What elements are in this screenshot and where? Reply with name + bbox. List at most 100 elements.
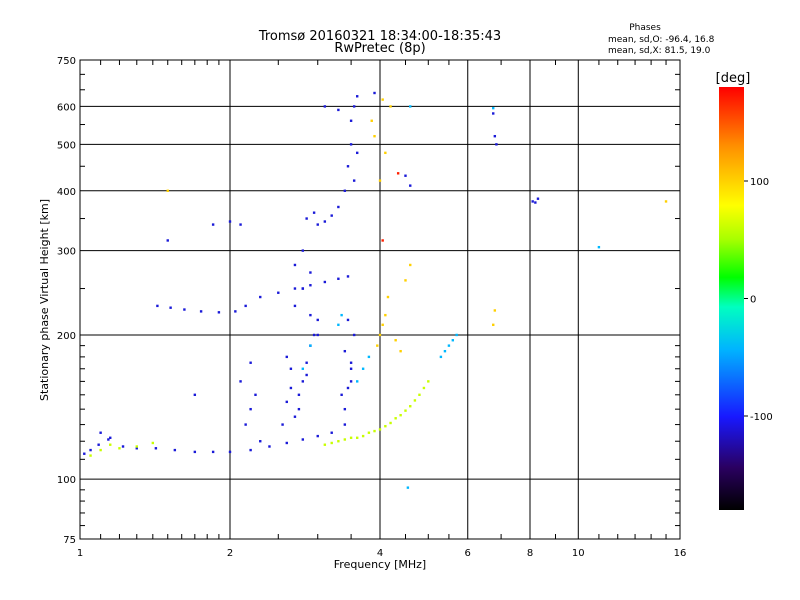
data-point [183, 308, 186, 311]
data-point [396, 172, 400, 175]
data-point [337, 205, 340, 209]
data-point [97, 443, 100, 446]
data-point [316, 318, 319, 322]
data-point [109, 436, 112, 439]
data-point [343, 438, 347, 441]
data-point [323, 105, 327, 108]
data-point [107, 438, 110, 441]
data-point [193, 393, 197, 397]
data-point [285, 400, 288, 404]
data-point [316, 333, 319, 337]
data-point [330, 431, 333, 434]
data-point [211, 450, 215, 454]
data-point [409, 105, 412, 108]
data-point [249, 361, 252, 364]
colorbar-label: [deg] [716, 71, 751, 86]
data-points [83, 91, 668, 489]
data-point [309, 284, 312, 287]
data-point [239, 223, 242, 226]
data-point [316, 434, 319, 438]
data-point [404, 409, 407, 412]
data-point [664, 200, 668, 203]
data-point [381, 323, 384, 327]
stats-heading: Phases [629, 23, 661, 33]
data-point [394, 417, 397, 420]
data-point [384, 313, 387, 317]
data-point [156, 304, 159, 308]
data-point [597, 245, 601, 249]
data-point [361, 367, 365, 370]
data-point [166, 239, 169, 242]
data-point [281, 423, 284, 426]
data-point [406, 486, 410, 489]
data-point [346, 275, 350, 278]
data-point [228, 450, 232, 454]
data-point [349, 361, 353, 364]
y-axis-label: Stationary phase Virtual Height [km] [38, 199, 51, 401]
data-point [234, 310, 237, 313]
data-point [443, 349, 447, 353]
data-point [404, 279, 407, 282]
data-point [217, 311, 221, 314]
minor-ticks [80, 60, 680, 539]
data-point [378, 428, 382, 431]
data-point [492, 323, 495, 327]
grid-lines [80, 60, 680, 539]
data-point [337, 108, 340, 112]
colorbar-ticks: 100 0 -100 [744, 177, 773, 423]
data-point [121, 445, 125, 448]
data-point [409, 184, 412, 187]
data-point [340, 393, 343, 397]
y-tick-label: 200 [57, 331, 76, 342]
data-point [367, 431, 371, 434]
data-point [376, 344, 379, 347]
colorbar-tick-label: -100 [750, 412, 773, 423]
data-point [346, 386, 350, 390]
data-point [343, 407, 347, 411]
data-point [381, 239, 384, 242]
data-point [297, 393, 301, 397]
data-point [297, 407, 301, 411]
data-point [399, 413, 402, 417]
data-point [323, 220, 327, 223]
data-point [312, 211, 316, 214]
colorbar-tick-label: 0 [750, 295, 756, 306]
data-point [343, 349, 347, 353]
data-point [293, 287, 297, 290]
x-tick-label: 4 [377, 548, 383, 559]
data-point [337, 440, 340, 443]
colorbar-tick-label: 100 [750, 177, 769, 188]
data-point [166, 189, 169, 192]
data-point [99, 448, 102, 452]
data-point [193, 450, 197, 454]
data-point [228, 220, 232, 223]
y-tick-label: 75 [63, 535, 76, 546]
data-point [495, 143, 498, 146]
x-tick-label: 2 [227, 548, 233, 559]
data-point [373, 134, 376, 138]
data-point [301, 367, 305, 370]
data-point [151, 441, 155, 445]
data-point [211, 223, 215, 226]
data-point [361, 434, 365, 438]
data-point [254, 393, 257, 397]
data-point [492, 112, 495, 115]
data-point [427, 380, 430, 383]
data-point [355, 380, 359, 383]
x-tick-label: 16 [674, 548, 687, 559]
data-point [493, 309, 497, 312]
data-point [389, 105, 392, 108]
x-axis-label: Frequency [MHz] [334, 558, 426, 571]
data-point [418, 393, 421, 397]
x-tick-label: 6 [465, 548, 471, 559]
y-tick-label: 400 [57, 187, 76, 198]
data-point [352, 333, 356, 337]
data-point [109, 443, 112, 446]
data-point [259, 440, 262, 443]
x-tick-labels: 1 2 4 6 8 10 16 [77, 548, 687, 559]
data-point [352, 105, 356, 108]
data-point [301, 380, 305, 383]
y-tick-label: 750 [57, 56, 76, 67]
data-point [268, 445, 271, 448]
